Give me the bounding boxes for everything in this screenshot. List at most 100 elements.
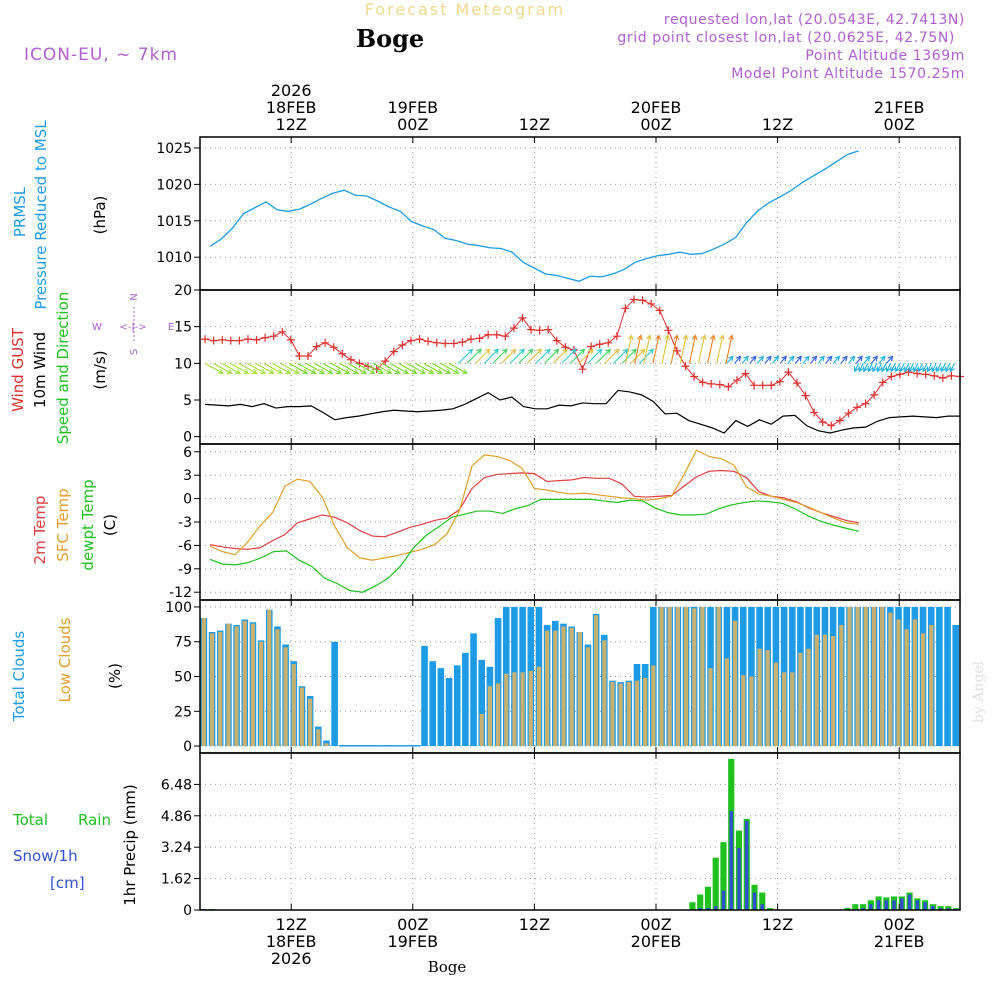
clouds-unit: (%) bbox=[106, 663, 124, 689]
compass-e: E bbox=[168, 322, 174, 333]
wind-arrow bbox=[587, 348, 603, 364]
gust-marker bbox=[612, 332, 621, 341]
compass-n: N bbox=[129, 293, 140, 300]
wind-label: 10m Wind bbox=[31, 332, 49, 408]
low-cloud-bar bbox=[782, 672, 787, 747]
wind-arrow bbox=[621, 348, 637, 364]
total-label: Total bbox=[12, 811, 48, 829]
gust-marker bbox=[835, 416, 844, 425]
panel-frame bbox=[199, 136, 961, 291]
ytick-label: 6.48 bbox=[161, 777, 192, 793]
low-cloud-bar bbox=[259, 641, 264, 747]
cloud-labels: Total Clouds Low Clouds (%) bbox=[10, 617, 124, 722]
gust-marker bbox=[827, 421, 836, 430]
snow-bar bbox=[892, 900, 896, 910]
wind-arrow bbox=[764, 355, 772, 364]
wind-arrow bbox=[917, 363, 923, 373]
low-cloud-bar bbox=[267, 609, 272, 747]
snow-bar bbox=[752, 892, 757, 910]
ytick-label: 25 bbox=[174, 704, 192, 720]
low-cloud-bar bbox=[659, 606, 664, 747]
wind-arrow bbox=[297, 362, 317, 374]
wind-arrow bbox=[716, 334, 725, 364]
t2m-line bbox=[210, 469, 859, 550]
gust-marker bbox=[415, 335, 424, 344]
low-cloud-bar bbox=[495, 683, 501, 747]
total-cloud-bar bbox=[371, 745, 380, 747]
wind-arrow bbox=[899, 363, 905, 373]
gust-marker bbox=[655, 306, 664, 315]
low-cloud-bar bbox=[904, 629, 909, 747]
gust-marker bbox=[304, 352, 313, 360]
top-time-label: 12Z bbox=[762, 115, 793, 134]
gust-marker bbox=[587, 342, 596, 351]
snow-bar bbox=[729, 811, 733, 910]
low-cloud-bar bbox=[741, 675, 746, 747]
total-cloud-bar bbox=[404, 745, 413, 747]
precip-unit: 1hr Precip (mm) bbox=[121, 784, 139, 905]
wind-arrow bbox=[863, 355, 871, 364]
compass-w: W bbox=[92, 322, 102, 333]
snow-bar bbox=[861, 908, 865, 910]
snow-bar bbox=[760, 904, 764, 910]
wind-arrow bbox=[381, 362, 401, 374]
wind-arrow bbox=[526, 348, 543, 364]
snow-bar bbox=[938, 908, 943, 910]
ytick-label: -3 bbox=[178, 515, 192, 531]
snow-bar bbox=[745, 820, 749, 910]
gust-marker bbox=[467, 335, 476, 344]
low-cloud-bar bbox=[651, 665, 656, 747]
wind-arrow bbox=[569, 348, 586, 364]
wind-unit: (m/s) bbox=[91, 350, 109, 389]
gust-marker bbox=[681, 362, 690, 371]
low-cloud-bar bbox=[618, 683, 623, 747]
panels: 101010151020102505101520-12-9-6-30360255… bbox=[156, 136, 964, 919]
wind-arrow bbox=[448, 362, 468, 374]
gust-marker bbox=[784, 368, 793, 377]
wind-arrow bbox=[483, 348, 500, 364]
low-cloud-bar bbox=[209, 633, 215, 747]
gust-marker bbox=[690, 372, 699, 381]
total-cloud-bar bbox=[936, 606, 943, 747]
wind-arrow bbox=[936, 363, 942, 373]
wind-arrow bbox=[518, 348, 534, 364]
low-cloud-bar bbox=[594, 615, 599, 747]
rain-bar bbox=[697, 894, 704, 910]
wind-arrow bbox=[904, 363, 910, 373]
low-cloud-bar bbox=[291, 663, 296, 747]
low-cloud-bar bbox=[226, 623, 231, 747]
low-cloud-bar bbox=[667, 606, 672, 747]
low-cloud-bar bbox=[683, 606, 689, 747]
total-cloud-bar bbox=[412, 745, 421, 747]
requested-coords: requested lon,lat (20.0543E, 42.7413N) bbox=[664, 12, 965, 28]
low-cloud-bar bbox=[757, 648, 762, 747]
bottom-time-label: 00Z bbox=[640, 915, 671, 934]
wind-arrow bbox=[872, 363, 878, 373]
wind-arrow bbox=[652, 334, 661, 364]
low-cloud-bar bbox=[912, 619, 917, 747]
bottom-time-label: 12Z bbox=[276, 915, 307, 934]
location-title: Boge bbox=[356, 24, 424, 53]
gust-marker bbox=[492, 330, 501, 339]
low-cloud-bar bbox=[773, 662, 779, 747]
gust-marker bbox=[921, 370, 930, 379]
gust-marker bbox=[604, 338, 613, 347]
ytick-label: 4.86 bbox=[161, 809, 192, 825]
wind-arrow bbox=[578, 348, 594, 364]
wind-arrow bbox=[213, 362, 233, 374]
ytick-label: 1020 bbox=[156, 177, 192, 193]
low-cloud-bar bbox=[308, 698, 313, 747]
ytick-label: 0 bbox=[183, 430, 192, 446]
gust-marker bbox=[707, 379, 716, 388]
gust-marker bbox=[527, 325, 536, 334]
wind-arrow bbox=[535, 348, 551, 364]
wind-arrow bbox=[613, 348, 629, 364]
wind-arrow bbox=[630, 348, 646, 364]
wind-arrow bbox=[604, 348, 620, 364]
wind-arrow bbox=[638, 348, 655, 364]
gust-marker bbox=[535, 326, 544, 335]
wind-arrow bbox=[876, 363, 882, 373]
wind-arrow bbox=[305, 362, 325, 374]
wind-line bbox=[205, 389, 960, 434]
